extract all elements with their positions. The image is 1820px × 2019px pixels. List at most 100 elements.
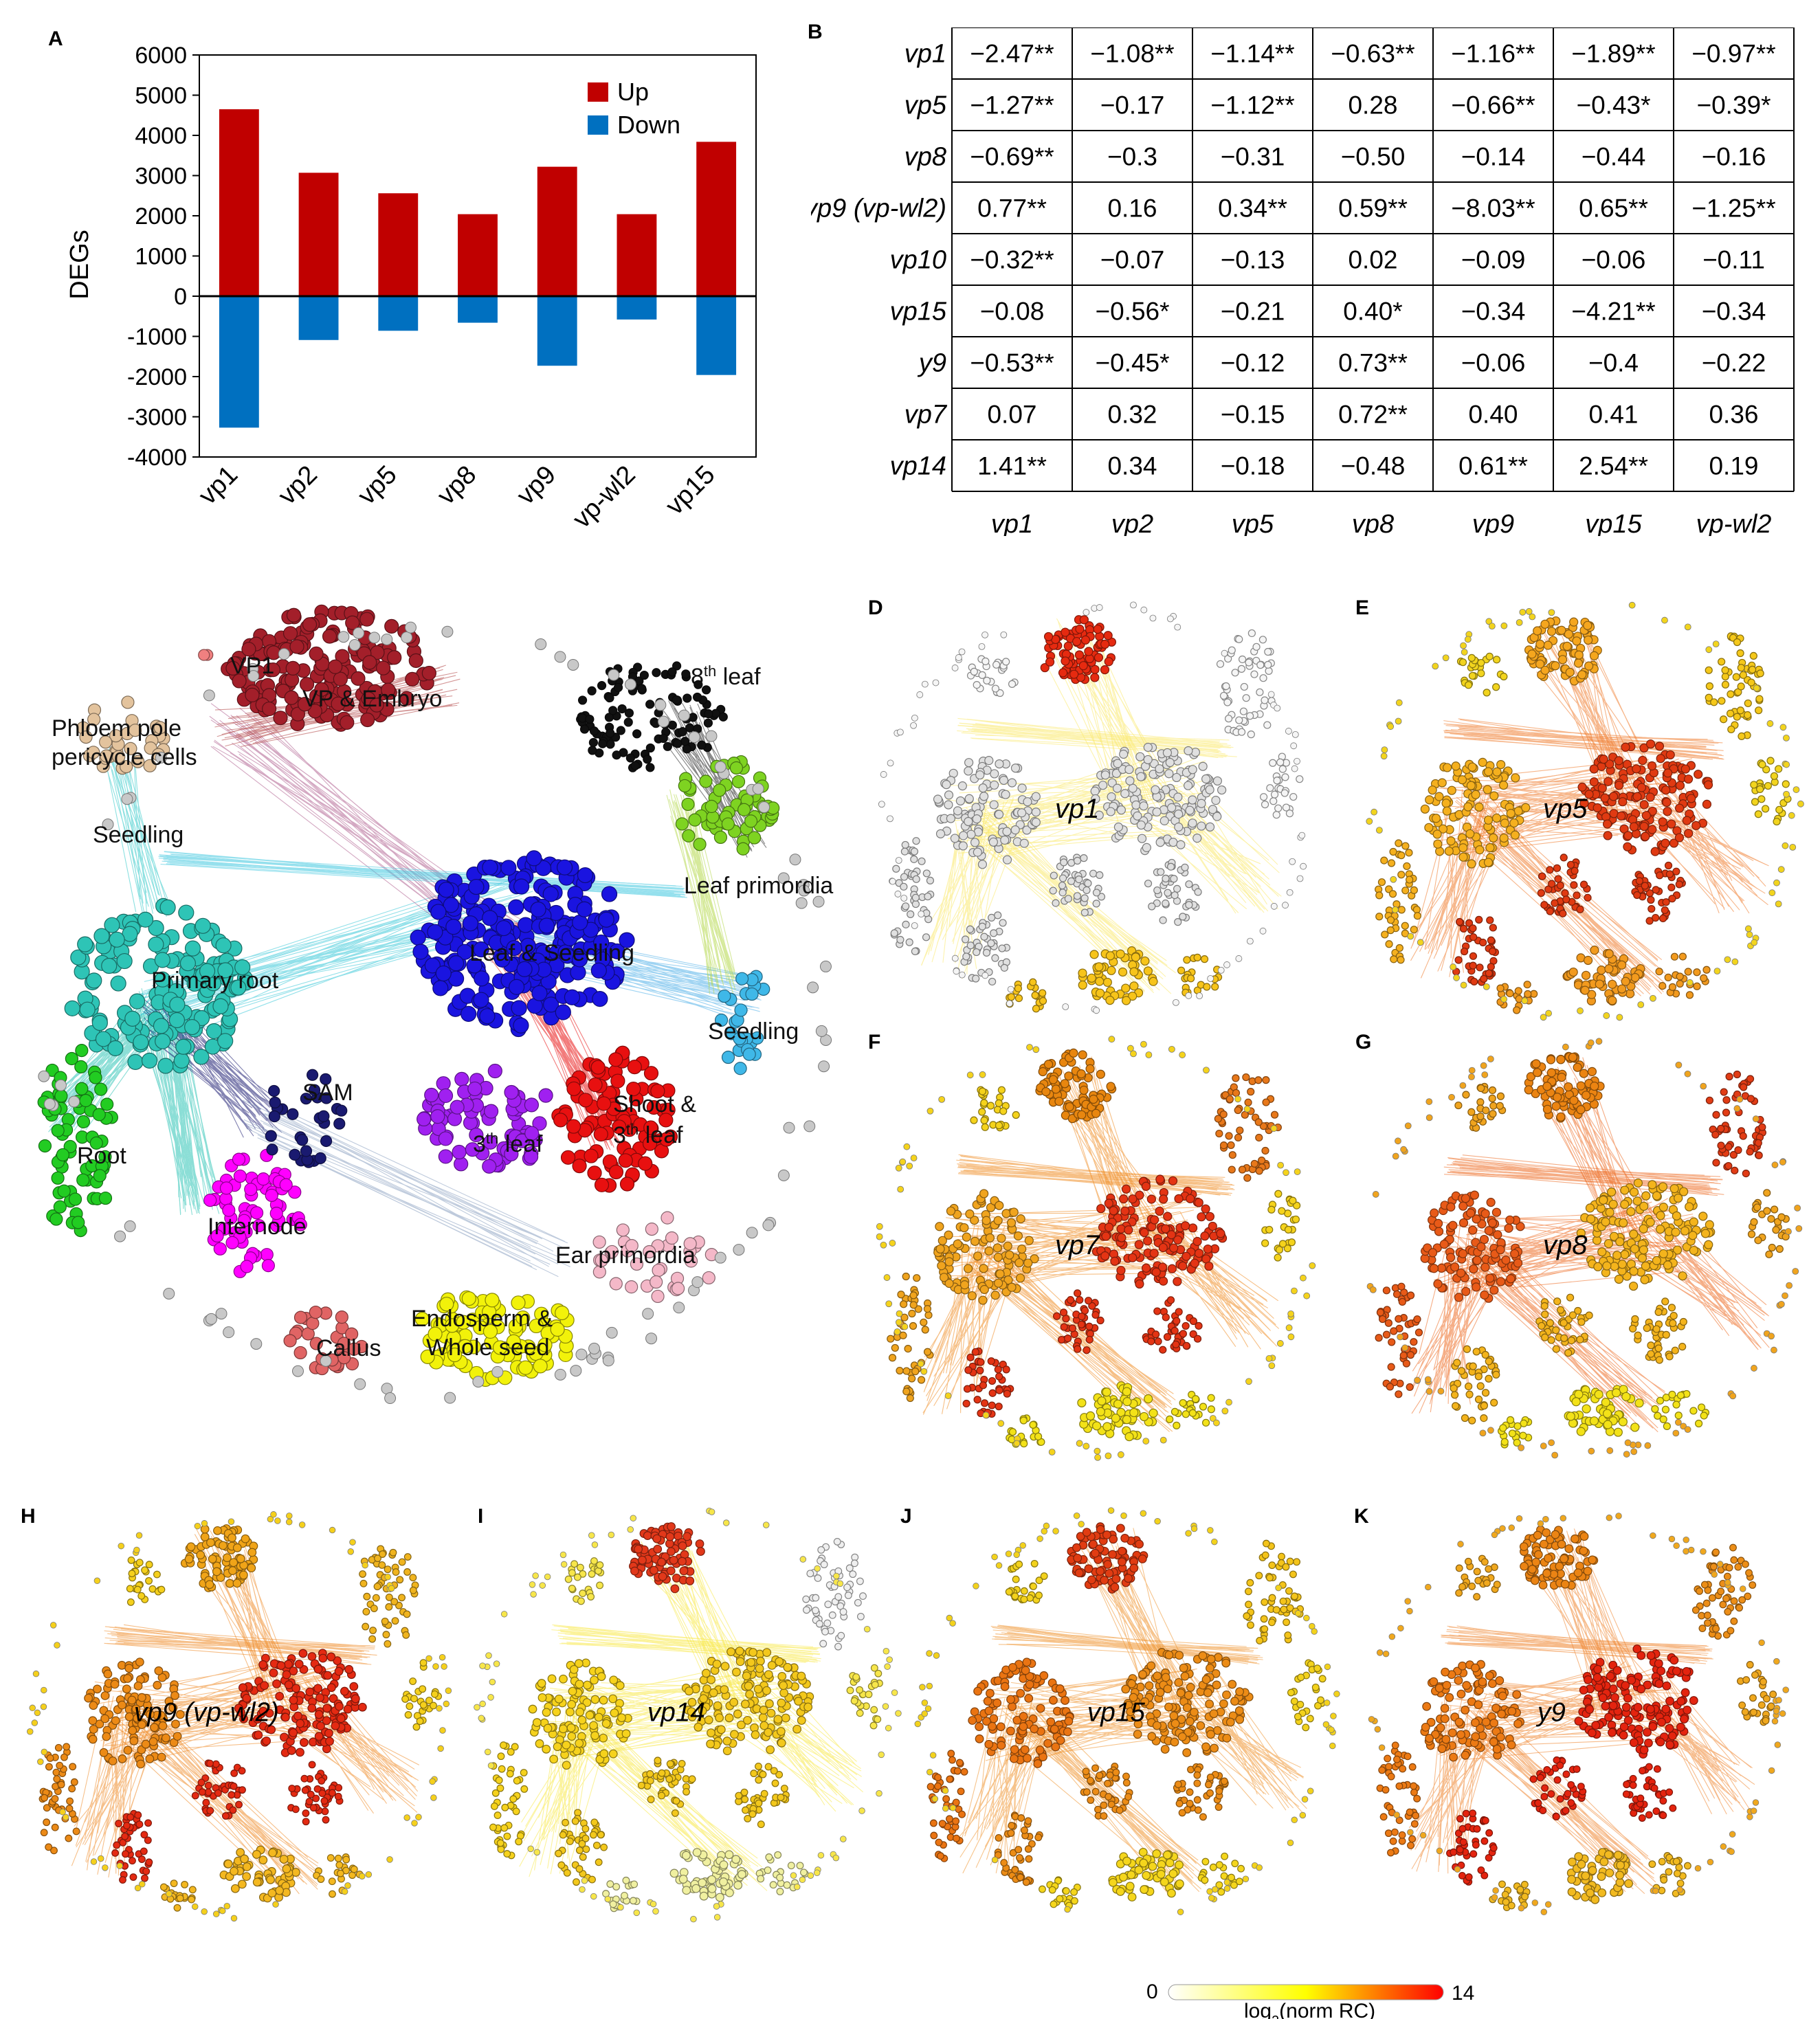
network-node (789, 854, 801, 866)
network-node (256, 1172, 270, 1186)
network-node (1381, 930, 1389, 939)
network-node (154, 1666, 164, 1675)
legend-swatch-down (588, 115, 608, 135)
network-node (1238, 1165, 1247, 1174)
network-node (1469, 1264, 1478, 1274)
network-node (89, 1136, 103, 1150)
table-cell: 0.72** (1338, 401, 1408, 429)
network-node (1106, 807, 1116, 816)
network-node (895, 1319, 902, 1326)
network-node (1513, 1258, 1523, 1268)
network-node (1569, 617, 1579, 627)
network-node (1201, 774, 1211, 784)
network-node (990, 769, 999, 779)
network-node (1136, 772, 1146, 781)
network-node (168, 1012, 186, 1029)
network-node (962, 1399, 970, 1408)
network-node (335, 1702, 344, 1711)
mini-nodes (876, 1036, 1316, 1461)
table-cell: −0.08 (980, 298, 1045, 326)
network-node (1746, 1148, 1754, 1156)
network-node (887, 815, 894, 823)
network-node (238, 1683, 247, 1693)
network-node (1084, 647, 1094, 656)
network-node (1457, 775, 1467, 785)
network-node (1274, 804, 1283, 812)
network-node (1519, 1431, 1527, 1440)
network-node (900, 1300, 908, 1308)
coexpression-network: VP1 VP & Embryo 8th leaf Phloem pole per… (27, 596, 845, 1428)
network-node (1069, 669, 1079, 679)
network-node (605, 693, 614, 703)
network-node (435, 965, 452, 982)
network-node (1746, 1075, 1755, 1083)
network-node (1579, 1069, 1588, 1078)
network-node (56, 1148, 70, 1162)
network-node (1211, 796, 1221, 805)
network-node (1685, 991, 1694, 999)
network-node (1173, 1317, 1181, 1325)
network-node (1712, 1111, 1720, 1119)
network-node (997, 1234, 1006, 1243)
table-cell: 0.02 (1348, 246, 1397, 274)
network-node (979, 1189, 989, 1198)
network-node (604, 713, 614, 722)
network-node (1771, 1205, 1779, 1214)
network-node (424, 1087, 439, 1103)
network-node (1570, 881, 1578, 889)
cluster-ear (1166, 1390, 1215, 1429)
network-node (1080, 635, 1090, 645)
network-node (1179, 913, 1187, 921)
network-node (1461, 1194, 1471, 1203)
network-node (1663, 1422, 1671, 1430)
network-node (1647, 761, 1657, 771)
network-node (981, 1216, 991, 1225)
network-node (1095, 977, 1105, 986)
network-node (381, 633, 393, 645)
network-node (1703, 780, 1713, 790)
network-node (154, 952, 170, 968)
network-node (1603, 1420, 1612, 1429)
network-node (1779, 724, 1787, 731)
network-node (995, 1386, 1003, 1394)
network-node (45, 1063, 59, 1078)
network-node (1148, 977, 1158, 986)
network-node (1406, 1291, 1415, 1299)
network-node (131, 1704, 141, 1714)
network-node (95, 1719, 104, 1729)
network-node (1481, 1071, 1489, 1078)
legend-label-up: Up (617, 78, 649, 106)
network-node (1447, 785, 1456, 795)
network-node (1092, 1421, 1102, 1431)
network-node (910, 1154, 918, 1162)
network-node (345, 1327, 359, 1341)
network-node (904, 1344, 912, 1353)
network-node (1152, 807, 1162, 817)
network-node (1647, 1350, 1655, 1358)
network-node (1189, 1330, 1197, 1338)
network-node (1662, 1330, 1670, 1339)
network-node (492, 1340, 508, 1355)
network-node (681, 669, 691, 679)
network-node (198, 649, 210, 661)
network-node (907, 910, 915, 918)
network-node (977, 860, 988, 869)
network-node (1640, 1275, 1650, 1284)
network-node (1474, 1372, 1483, 1381)
network-node (93, 928, 110, 944)
network-node (729, 761, 744, 775)
network-node (1518, 1444, 1525, 1451)
network-node (978, 783, 988, 793)
network-node (1096, 1407, 1105, 1416)
network-node (307, 1704, 317, 1713)
network-node (1010, 825, 1020, 835)
network-node (1597, 1247, 1607, 1257)
network-node (1179, 1330, 1188, 1338)
network-node (1227, 1141, 1235, 1150)
network-node (1754, 1236, 1762, 1245)
network-node (896, 1310, 903, 1317)
network-node (1644, 1442, 1652, 1449)
network-node (1593, 1262, 1603, 1271)
network-node (1111, 768, 1122, 779)
network-node (680, 737, 690, 746)
